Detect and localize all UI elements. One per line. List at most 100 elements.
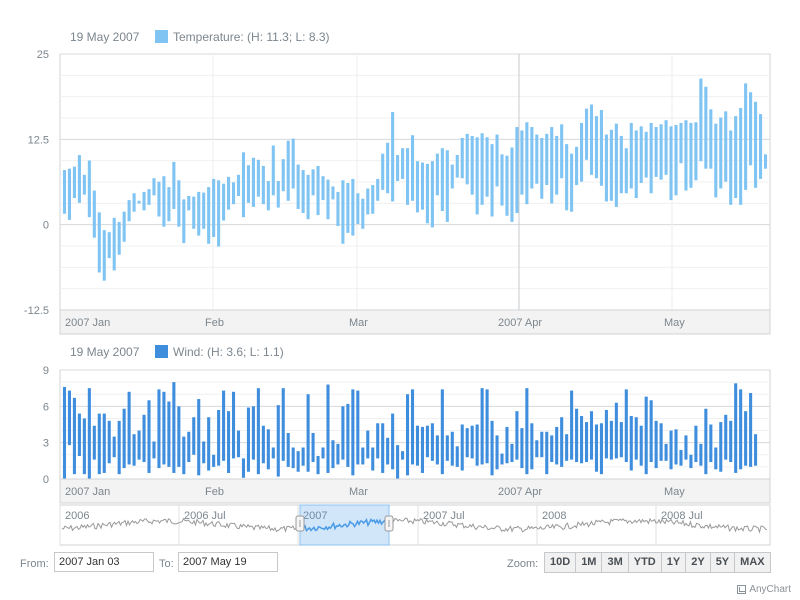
temperature-bar xyxy=(261,165,265,205)
to-date-input[interactable] xyxy=(178,552,278,572)
wind-bar xyxy=(82,418,86,475)
temperature-bar xyxy=(187,195,191,211)
temperature-bar xyxy=(540,137,544,199)
wind-bar xyxy=(351,389,355,476)
wind-bar xyxy=(674,429,678,465)
temperature-grid xyxy=(60,53,770,311)
wind-bar xyxy=(734,383,738,473)
wind-bar xyxy=(172,382,176,473)
zoom-1y-button[interactable]: 1Y xyxy=(660,553,686,572)
temperature-bar xyxy=(406,148,410,205)
zoom-ytd-button[interactable]: YTD xyxy=(627,553,661,572)
wind-bar xyxy=(326,384,330,473)
wind-bar xyxy=(619,422,623,458)
zoom-max-button[interactable]: MAX xyxy=(734,553,770,572)
temperature-bar xyxy=(470,135,474,195)
temperature-bar xyxy=(724,111,728,182)
wind-bar xyxy=(684,435,688,460)
wind-bar xyxy=(331,440,335,469)
temperature-bar xyxy=(222,183,226,221)
wind-bar xyxy=(515,411,519,460)
temperature-bar xyxy=(376,178,380,201)
temperature-bar xyxy=(639,126,643,184)
wind-bar xyxy=(709,424,713,463)
temperature-bar xyxy=(276,180,280,208)
scroller-left-thumb[interactable] xyxy=(295,515,305,532)
temperature-bar xyxy=(207,187,211,244)
wind-bar xyxy=(749,393,753,467)
wind-x-tick-label: May xyxy=(664,486,685,498)
temperature-bar xyxy=(679,122,683,164)
wind-bar xyxy=(147,400,151,473)
wind-bar xyxy=(246,407,250,472)
temperature-legend-date: 19 May 2007 xyxy=(70,30,140,44)
scroller-tick-label: 2007 Jul xyxy=(423,510,465,522)
scroller[interactable]: 2006 2006 Jul 2007 2007 Jul 2008 2008 Jul xyxy=(59,504,771,546)
from-date-input[interactable] xyxy=(54,552,154,572)
wind-bar xyxy=(525,388,529,475)
wind-bar xyxy=(356,390,360,465)
credits[interactable]: AnyChart xyxy=(737,584,791,595)
wind-bar xyxy=(550,435,554,463)
temperature-bar xyxy=(719,117,723,189)
wind-bar xyxy=(430,423,434,461)
temperature-bar xyxy=(754,101,758,188)
wind-bar xyxy=(311,432,315,463)
temperature-bar xyxy=(709,109,713,169)
zoom-2y-button[interactable]: 2Y xyxy=(685,553,710,572)
zoom-10d-button[interactable]: 10D xyxy=(545,553,576,572)
temperature-bar xyxy=(351,178,355,236)
temperature-bar xyxy=(619,135,623,194)
temperature-bar xyxy=(182,199,186,244)
wind-bar xyxy=(589,411,594,460)
temperature-bar xyxy=(744,83,748,190)
temperature-bar xyxy=(530,127,534,189)
wind-bar xyxy=(62,386,67,479)
wind-bar xyxy=(231,391,236,459)
wind-bar xyxy=(435,435,439,465)
temperature-bar xyxy=(157,181,161,217)
wind-bar xyxy=(306,394,310,472)
temperature-bar xyxy=(495,134,499,187)
zoom-1m-button[interactable]: 1M xyxy=(575,553,602,572)
temperature-bar xyxy=(629,122,633,189)
wind-bar xyxy=(724,414,728,460)
wind-y-tick-label: 0 xyxy=(43,474,49,486)
wind-bar xyxy=(117,420,121,475)
temperature-bar xyxy=(669,126,673,201)
temperature-bar xyxy=(281,159,285,192)
credits-text: AnyChart xyxy=(749,584,791,595)
temperature-bar xyxy=(266,180,270,211)
wind-bar xyxy=(261,425,265,464)
wind-legend-marker xyxy=(155,345,168,358)
zoom-3m-button[interactable]: 3M xyxy=(601,553,628,572)
zoom-5y-button[interactable]: 5Y xyxy=(709,553,735,572)
temperature-y-tick-label: -12.5 xyxy=(24,305,49,317)
temperature-bar xyxy=(410,135,415,201)
wind-bar xyxy=(177,406,181,467)
temperature-bar xyxy=(286,140,290,201)
wind-bar xyxy=(520,428,524,469)
temperature-bar xyxy=(460,137,464,179)
wind-bar xyxy=(251,406,255,460)
wind-bar xyxy=(440,389,444,475)
wind-bar xyxy=(182,436,186,475)
temperature-bar xyxy=(346,183,350,233)
wind-bar xyxy=(485,389,489,464)
wind-bar xyxy=(659,423,663,461)
temperature-bar xyxy=(326,179,330,220)
temperature-bar xyxy=(246,165,250,203)
temperature-bar xyxy=(505,155,509,216)
wind-bar xyxy=(296,451,300,472)
wind-bar xyxy=(112,436,116,458)
temperature-bar xyxy=(729,130,733,205)
wind-bar xyxy=(510,443,514,463)
temperature-bar xyxy=(560,124,564,179)
wind-bar xyxy=(699,443,703,466)
wind-legend-date: 19 May 2007 xyxy=(70,345,140,359)
scroller-right-thumb[interactable] xyxy=(384,515,394,532)
wind-bar xyxy=(361,447,365,465)
wind-bar xyxy=(316,455,320,475)
stock-chart[interactable]: 2007 Jan Feb Mar 2007 Apr May 25 12.5 0 -12.5 1… xyxy=(0,0,800,550)
wind-bar xyxy=(197,399,201,476)
